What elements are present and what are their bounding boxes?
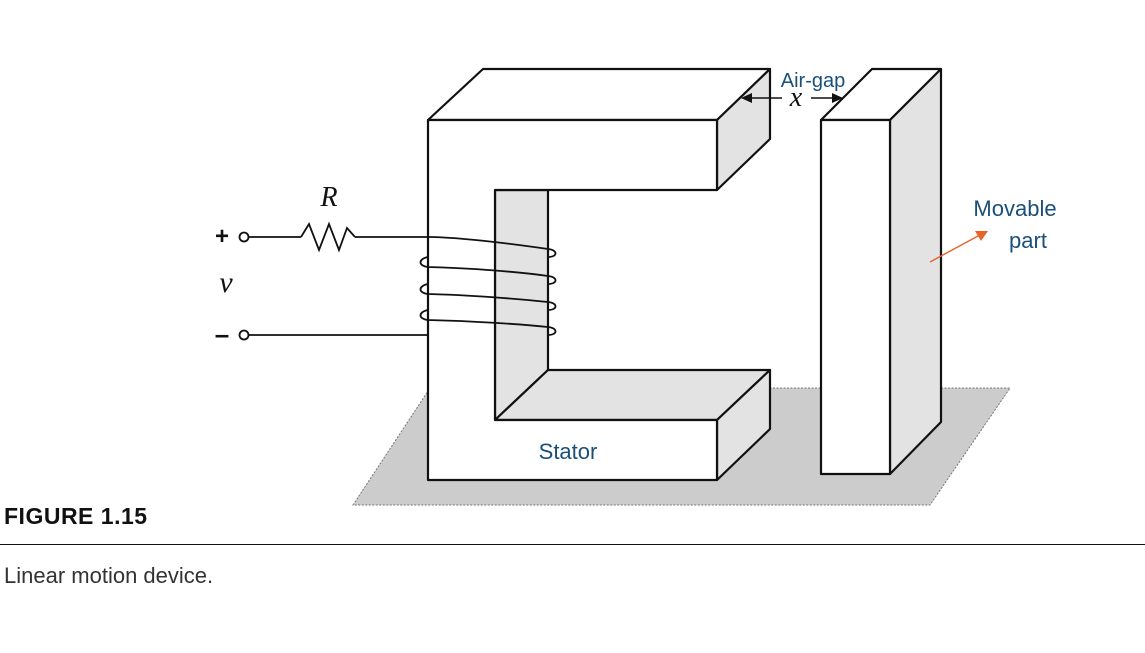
circuit-wiring: [238, 221, 432, 341]
movable-pointer-arrowhead: [975, 231, 988, 241]
movable-part-label-line1: Movable: [973, 196, 1056, 221]
stator-core: [426, 67, 772, 482]
stator-label: Stator: [539, 439, 598, 464]
plus-sign-label: +: [215, 223, 229, 250]
plus-terminal: [238, 231, 250, 243]
air-gap-arrows: [741, 93, 843, 103]
figure-number: FIGURE 1.15: [4, 503, 148, 529]
coil-windings: [419, 236, 557, 336]
voltage-label: v: [219, 266, 233, 299]
resistor-zigzag: [300, 221, 356, 253]
air-gap-arrowhead-right: [832, 93, 843, 103]
air-gap-arrowhead-left: [741, 93, 752, 103]
figure-caption: Linear motion device.: [4, 563, 214, 588]
air-gap-label: Air-gap: [781, 70, 845, 92]
resistor-label: R: [319, 182, 337, 213]
movable-part-pointer: [929, 231, 988, 263]
gap-variable-label: x: [789, 82, 803, 113]
minus-terminal: [238, 329, 250, 341]
minus-sign-label: –: [215, 319, 229, 349]
movable-part-block: [819, 67, 943, 476]
movable-part-label-line2: part: [1009, 228, 1047, 253]
figure-divider: [0, 544, 1145, 545]
